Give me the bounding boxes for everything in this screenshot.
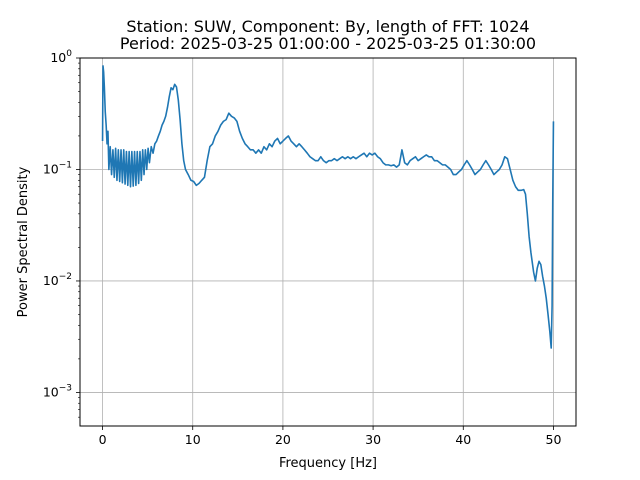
x-tick-label: 40 <box>455 432 471 447</box>
chart-title-line-2: Period: 2025-03-25 01:00:00 - 2025-03-25… <box>120 34 536 53</box>
x-axis-label: Frequency [Hz] <box>279 456 377 471</box>
y-tick-label: 10−1 <box>43 160 72 176</box>
y-tick-label: 10−2 <box>43 272 72 288</box>
x-tick-label: 0 <box>99 432 107 447</box>
psd-series-line <box>101 65 555 349</box>
x-tick-label: 50 <box>546 432 562 447</box>
y-axis-ticks: 10−3 10−2 10−1 100 <box>43 49 80 418</box>
y-axis-label: Power Spectral Density <box>16 166 31 317</box>
x-axis-ticks: 0 10 20 30 40 50 <box>99 426 562 447</box>
y-tick-label: 10−3 <box>43 383 72 399</box>
chart-title-line-1: Station: SUW, Component: By, length of F… <box>126 17 529 36</box>
x-tick-label: 10 <box>185 432 201 447</box>
x-tick-label: 20 <box>275 432 291 447</box>
x-tick-label: 30 <box>365 432 381 447</box>
y-tick-label: 100 <box>50 49 72 65</box>
plot-area <box>101 65 555 349</box>
axes-frame <box>79 57 577 427</box>
